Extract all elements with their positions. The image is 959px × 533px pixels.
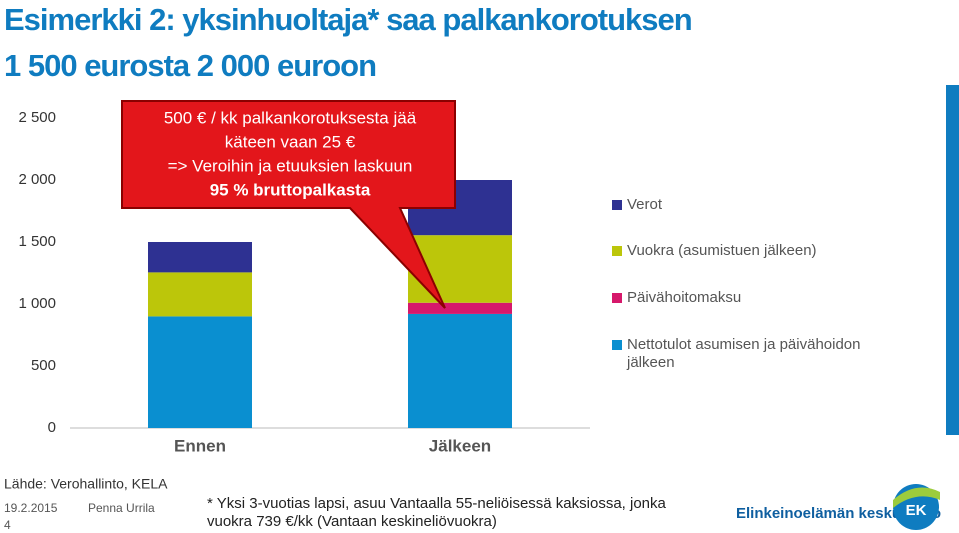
legend-label: Verot xyxy=(627,196,663,213)
decor-strip xyxy=(946,85,959,435)
legend-item: Nettotulot asumisen ja päivähoidon jälke… xyxy=(612,336,902,372)
y-tick-label: 1 500 xyxy=(18,233,56,250)
y-tick-label: 2 000 xyxy=(18,171,56,188)
bar-segment xyxy=(148,272,252,317)
legend-item: Verot xyxy=(612,196,902,214)
date: 19.2.2015 xyxy=(4,501,58,515)
callout-text: => Veroihin ja etuuksien laskuun xyxy=(168,156,413,175)
legend-label: Vuokra (asumistuen jälkeen) xyxy=(627,242,817,259)
bar-segment xyxy=(408,313,512,428)
callout xyxy=(121,100,456,309)
legend-swatch xyxy=(612,200,622,210)
y-tick-label: 500 xyxy=(31,357,56,374)
y-tick-label: 1 000 xyxy=(18,295,56,312)
legend-item: Päivähoitomaksu xyxy=(612,289,902,307)
y-tick-label: 2 500 xyxy=(18,109,56,126)
legend-label: Nettotulot asumisen ja päivähoidon jälke… xyxy=(627,336,861,371)
legend-swatch xyxy=(612,293,622,303)
callout-text: 95 % bruttopalkasta xyxy=(210,180,371,199)
footnote: * Yksi 3-vuotias lapsi, asuu Vantaalla 5… xyxy=(207,495,667,512)
title-line: Esimerkki 2: yksinhuoltaja* saa palkanko… xyxy=(4,2,692,37)
logo-mark: EK xyxy=(906,502,927,519)
logo-swoosh xyxy=(893,487,940,508)
callout-text: käteen vaan 25 € xyxy=(225,132,356,151)
bar-segment xyxy=(148,316,252,428)
footnote: vuokra 739 €/kk (Vantaan keskineliövuokr… xyxy=(207,513,497,530)
logo-text: Elinkeinoelämän keskusliitto xyxy=(736,505,941,522)
bar-segment xyxy=(148,242,252,273)
legend-label: Päivähoitomaksu xyxy=(627,289,742,306)
callout-text: 500 € / kk palkankorotuksesta jää xyxy=(164,108,417,127)
legend-swatch xyxy=(612,246,622,256)
legend-swatch xyxy=(612,340,622,350)
title-line: 1 500 eurosta 2 000 euroon xyxy=(4,48,376,83)
legend-item: Vuokra (asumistuen jälkeen) xyxy=(612,242,902,260)
y-tick-label: 0 xyxy=(48,419,56,436)
author: Penna Urrila xyxy=(88,501,155,515)
source: Lähde: Verohallinto, KELA xyxy=(4,476,168,492)
x-tick-label: Jälkeen xyxy=(429,436,491,455)
bar-segment xyxy=(408,302,512,314)
x-tick-label: Ennen xyxy=(174,436,226,455)
page-number: 4 xyxy=(4,518,11,532)
